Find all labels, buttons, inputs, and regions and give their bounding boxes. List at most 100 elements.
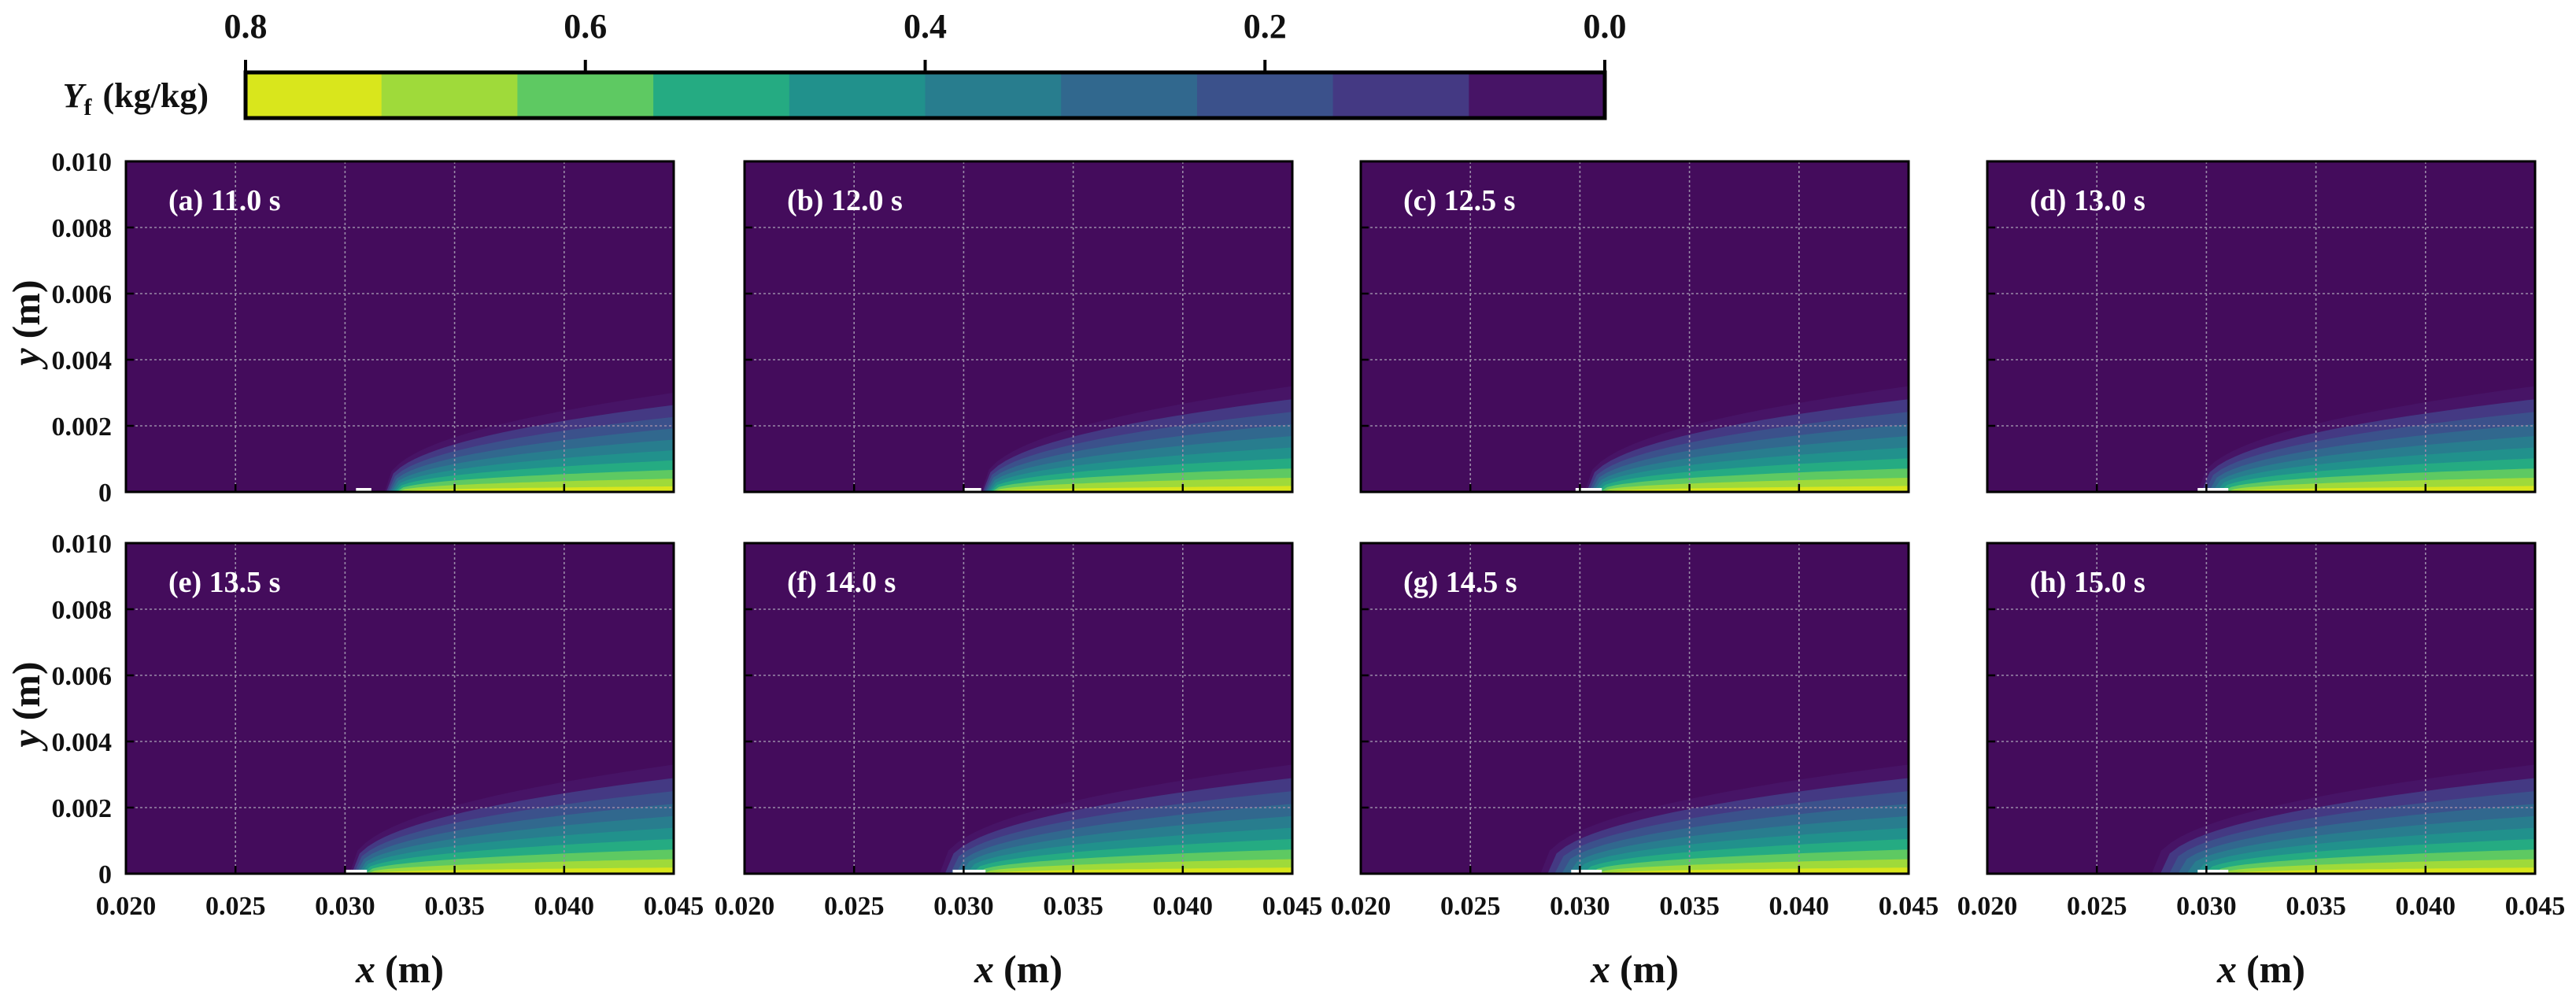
contour-panel: 0.020 0.025 0.030 0.035 0.040 0.045 (h) 15.0 s <box>1957 542 2566 921</box>
panel-label: (a) 11.0 s <box>168 184 281 217</box>
contour-level <box>400 486 674 492</box>
x-tick-label: 0.040 <box>1153 892 1214 921</box>
x-tick-label: 0.030 <box>1550 892 1610 921</box>
colorbar-ticks: 0.8 0.6 0.4 0.2 0.0 <box>224 7 1627 72</box>
x-axis-titles: x (m) x (m) x (m) x (m) <box>355 947 2305 991</box>
x-tick-label: 0.025 <box>1440 892 1501 921</box>
y-tick-label: 0.008 <box>52 214 113 243</box>
grid-lines <box>126 161 674 492</box>
contour-bands <box>1584 386 1909 492</box>
y-axis-title-symbol: y <box>4 730 48 752</box>
x-axis-title-symbol: x <box>355 947 375 991</box>
contour-bands <box>2151 764 2535 874</box>
y-axis-title-unit: (m) <box>4 661 48 720</box>
colorbar-bins <box>246 72 1606 118</box>
y-tick-label: 0.008 <box>52 596 113 625</box>
contour-panel: (c) 12.5 s <box>1359 160 1910 494</box>
colorbar-bin <box>1469 72 1606 118</box>
colorbar-bin <box>789 72 926 118</box>
colorbar: 0.8 0.6 0.4 0.2 0.0 Yf (kg/kg) <box>63 7 1627 120</box>
plot-frame <box>1359 160 1910 494</box>
x-axis-title-symbol: x <box>974 947 994 991</box>
contour-level <box>994 486 1292 492</box>
x-tick-label: 0.040 <box>1769 892 1830 921</box>
x-tick-label: 0.025 <box>2067 892 2127 921</box>
x-tick-label: 0.035 <box>1659 892 1720 921</box>
colorbar-label-subscript: f <box>84 94 93 120</box>
x-axis-title: x (m) <box>1590 947 1679 991</box>
plot-frame <box>124 160 675 494</box>
panel-label: (d) 13.0 s <box>2030 184 2145 217</box>
contour-bands <box>939 764 1292 874</box>
plot-frame <box>743 542 1294 875</box>
x-axis-title-unit: (m) <box>385 947 444 991</box>
colorbar-tick-label: 0.6 <box>564 7 607 46</box>
y-tick-label: 0 <box>98 860 112 889</box>
colorbar-bin <box>246 72 383 118</box>
x-tick-label: 0.020 <box>96 892 157 921</box>
contour-level <box>1604 867 1909 874</box>
x-tick-label: 0.030 <box>2176 892 2237 921</box>
panel-label: (g) 14.5 s <box>1403 566 1517 599</box>
contour-level <box>2230 486 2535 492</box>
x-tick-label: 0.020 <box>1957 892 2018 921</box>
x-tick-label: 0.045 <box>2505 892 2566 921</box>
panel-label: (b) 12.0 s <box>787 184 903 217</box>
x-tick-label: 0.045 <box>1262 892 1323 921</box>
panel-label: (e) 13.5 s <box>168 566 280 599</box>
x-tick-label: 0.045 <box>1879 892 1939 921</box>
x-axis-title-symbol: x <box>1590 947 1610 991</box>
y-axis-title-bottom: y (m) <box>4 661 48 751</box>
y-tick-label: 0.004 <box>52 346 113 375</box>
colorbar-bin <box>1332 72 1470 118</box>
contour-bands <box>981 386 1292 492</box>
colorbar-bin <box>653 72 790 118</box>
x-tick-label: 0.030 <box>315 892 375 921</box>
x-tick-label: 0.020 <box>715 892 775 921</box>
contour-level <box>988 867 1292 874</box>
y-tick-label: 0.010 <box>52 148 113 177</box>
y-axis-title-top: y (m) <box>4 279 48 369</box>
y-tick-label: 0 <box>98 479 112 508</box>
plot-frame <box>1359 542 1910 875</box>
colorbar-label-unit: (kg/kg) <box>103 76 209 115</box>
colorbar-frame <box>243 70 1607 120</box>
x-tick-label: 0.045 <box>644 892 704 921</box>
contour-bands <box>349 764 674 874</box>
grid-lines <box>1987 543 2535 874</box>
x-axis-title-symbol: x <box>2216 947 2237 991</box>
x-axis-title: x (m) <box>2216 947 2305 991</box>
grid-lines <box>745 543 1292 874</box>
colorbar-bin <box>925 72 1062 118</box>
y-tick-label: 0.002 <box>52 794 113 823</box>
x-axis-title-unit: (m) <box>2246 947 2305 991</box>
y-tick-label: 0.006 <box>52 662 113 691</box>
y-axis-title-symbol: y <box>4 348 48 370</box>
grid-lines <box>1987 161 2535 492</box>
x-tick-label: 0.035 <box>424 892 485 921</box>
contour-panel: (b) 12.0 s <box>743 160 1294 494</box>
y-tick-label: 0.010 <box>52 530 113 559</box>
contour-level <box>1604 486 1909 492</box>
contour-panel: (d) 13.0 s <box>1986 160 2537 494</box>
colorbar-bin <box>1196 72 1334 118</box>
contour-panel: 0.020 0.025 0.030 0.035 0.040 0.045 0 0.002 0.00… <box>52 530 704 921</box>
colorbar-tick-label: 0.4 <box>904 7 947 46</box>
x-tick-label: 0.025 <box>824 892 885 921</box>
panel-label: (c) 12.5 s <box>1403 184 1515 217</box>
contour-panel: 0 0.002 0.004 0.006 0.008 0.010 (a) 11.0 s <box>52 148 675 508</box>
x-tick-label: 0.040 <box>534 892 595 921</box>
plot-frame <box>743 160 1294 494</box>
panel-label: (f) 14.0 s <box>787 566 896 599</box>
y-axis-title-unit: (m) <box>4 279 48 338</box>
contour-bands <box>2197 386 2535 492</box>
contour-level <box>2230 867 2535 874</box>
x-tick-label: 0.020 <box>1331 892 1391 921</box>
plot-frame <box>124 542 675 875</box>
colorbar-tick-label: 0.8 <box>224 7 268 46</box>
y-tick-label: 0.006 <box>52 280 113 309</box>
x-axis-title-unit: (m) <box>1620 947 1679 991</box>
x-axis-title: x (m) <box>974 947 1063 991</box>
grid-lines <box>1361 161 1909 492</box>
contour-panel: 0.020 0.025 0.030 0.035 0.040 0.045 (f) 14.0 s <box>715 542 1323 921</box>
